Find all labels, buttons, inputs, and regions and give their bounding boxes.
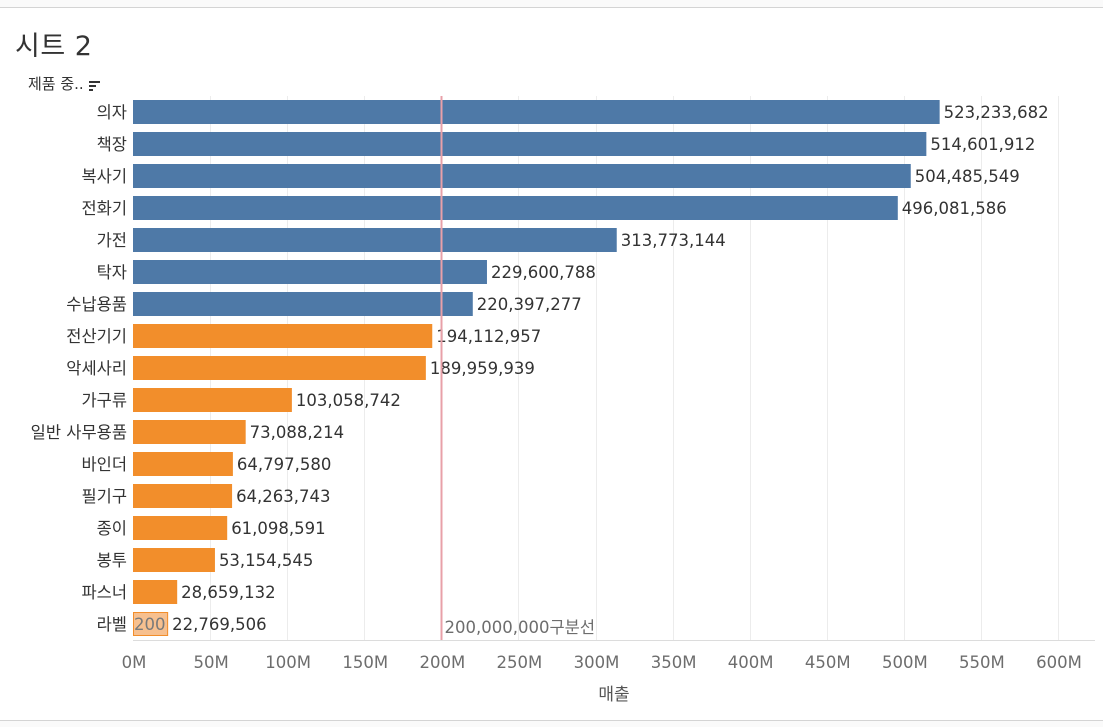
category-label: 악세사리: [66, 359, 127, 378]
x-tick-label: 300M: [574, 653, 620, 672]
x-tick-label: 50M: [193, 653, 228, 672]
x-tick-label: 0M: [122, 653, 147, 672]
sheet-title: 시트 2: [15, 31, 93, 62]
value-label: 514,601,912: [930, 135, 1035, 154]
category-label: 파스너: [81, 583, 127, 602]
bar[interactable]: [133, 260, 487, 284]
value-label: 61,098,591: [231, 519, 325, 538]
bar[interactable]: [133, 324, 433, 348]
value-label: 103,058,742: [296, 391, 401, 410]
x-tick-label: 450M: [805, 653, 851, 672]
category-label: 바인더: [81, 455, 127, 474]
value-label: 504,485,549: [915, 167, 1020, 186]
value-label: 220,397,277: [477, 295, 582, 314]
x-tick-label: 400M: [728, 653, 774, 672]
value-label: 64,263,743: [236, 487, 330, 506]
category-label: 일반 사무용품: [31, 423, 127, 442]
row-header-sort[interactable]: 제품 중..: [28, 73, 101, 94]
bar[interactable]: [133, 228, 617, 252]
value-label: 64,797,580: [237, 455, 331, 474]
x-axis-title: 매출: [598, 685, 630, 705]
bar[interactable]: [133, 484, 233, 508]
category-label: 필기구: [81, 487, 127, 506]
sort-descending-icon[interactable]: [88, 80, 101, 92]
bar[interactable]: [133, 612, 169, 636]
value-label: 496,081,586: [902, 199, 1007, 218]
category-label: 탁자: [97, 263, 127, 282]
bar[interactable]: [133, 420, 246, 444]
row-header-label: 제품 중..: [28, 75, 84, 93]
category-label: 가전: [97, 231, 127, 250]
value-label: 73,088,214: [250, 423, 344, 442]
bottom-border: [0, 720, 1103, 727]
x-tick-label: 500M: [882, 653, 928, 672]
value-label: 194,112,957: [436, 327, 541, 346]
category-label: 수납용품: [66, 295, 127, 314]
bar[interactable]: [133, 196, 898, 220]
bar[interactable]: [133, 132, 927, 156]
bar[interactable]: [133, 516, 228, 540]
category-label: 라벨: [97, 615, 127, 634]
bar[interactable]: [133, 292, 473, 316]
x-tick-label: 150M: [342, 653, 388, 672]
value-label: 229,600,788: [491, 263, 596, 282]
bar[interactable]: [133, 100, 940, 124]
value-label: 28,659,132: [181, 583, 275, 602]
x-tick-label: 200M: [419, 653, 465, 672]
reference-line-label: 200,000,000구분선: [445, 618, 596, 637]
bar[interactable]: [133, 580, 178, 604]
category-label: 의자: [97, 103, 127, 122]
value-label: 189,959,939: [430, 359, 535, 378]
category-label: 종이: [97, 519, 127, 538]
bar[interactable]: [133, 452, 233, 476]
value-label: 22,769,506: [172, 615, 266, 634]
x-tick-label: 100M: [265, 653, 311, 672]
bar[interactable]: [133, 548, 215, 572]
bar[interactable]: [133, 388, 292, 412]
highlight-label: 200: [134, 615, 166, 634]
top-border: [0, 0, 1103, 8]
x-tick-label: 350M: [651, 653, 697, 672]
category-label: 가구류: [81, 391, 127, 410]
bar[interactable]: [133, 164, 911, 188]
category-label: 전화기: [81, 199, 127, 218]
value-label: 53,154,545: [219, 551, 313, 570]
category-label: 복사기: [81, 167, 127, 186]
bar[interactable]: [133, 356, 426, 380]
category-label: 책장: [97, 135, 127, 154]
bar-highlight-outline: [133, 612, 169, 636]
x-tick-label: 250M: [497, 653, 543, 672]
x-tick-label: 600M: [1036, 653, 1082, 672]
value-label: 523,233,682: [944, 103, 1049, 122]
category-label: 전산기기: [66, 327, 127, 346]
category-label: 봉투: [97, 551, 127, 570]
value-label: 313,773,144: [621, 231, 726, 250]
x-tick-label: 550M: [959, 653, 1005, 672]
